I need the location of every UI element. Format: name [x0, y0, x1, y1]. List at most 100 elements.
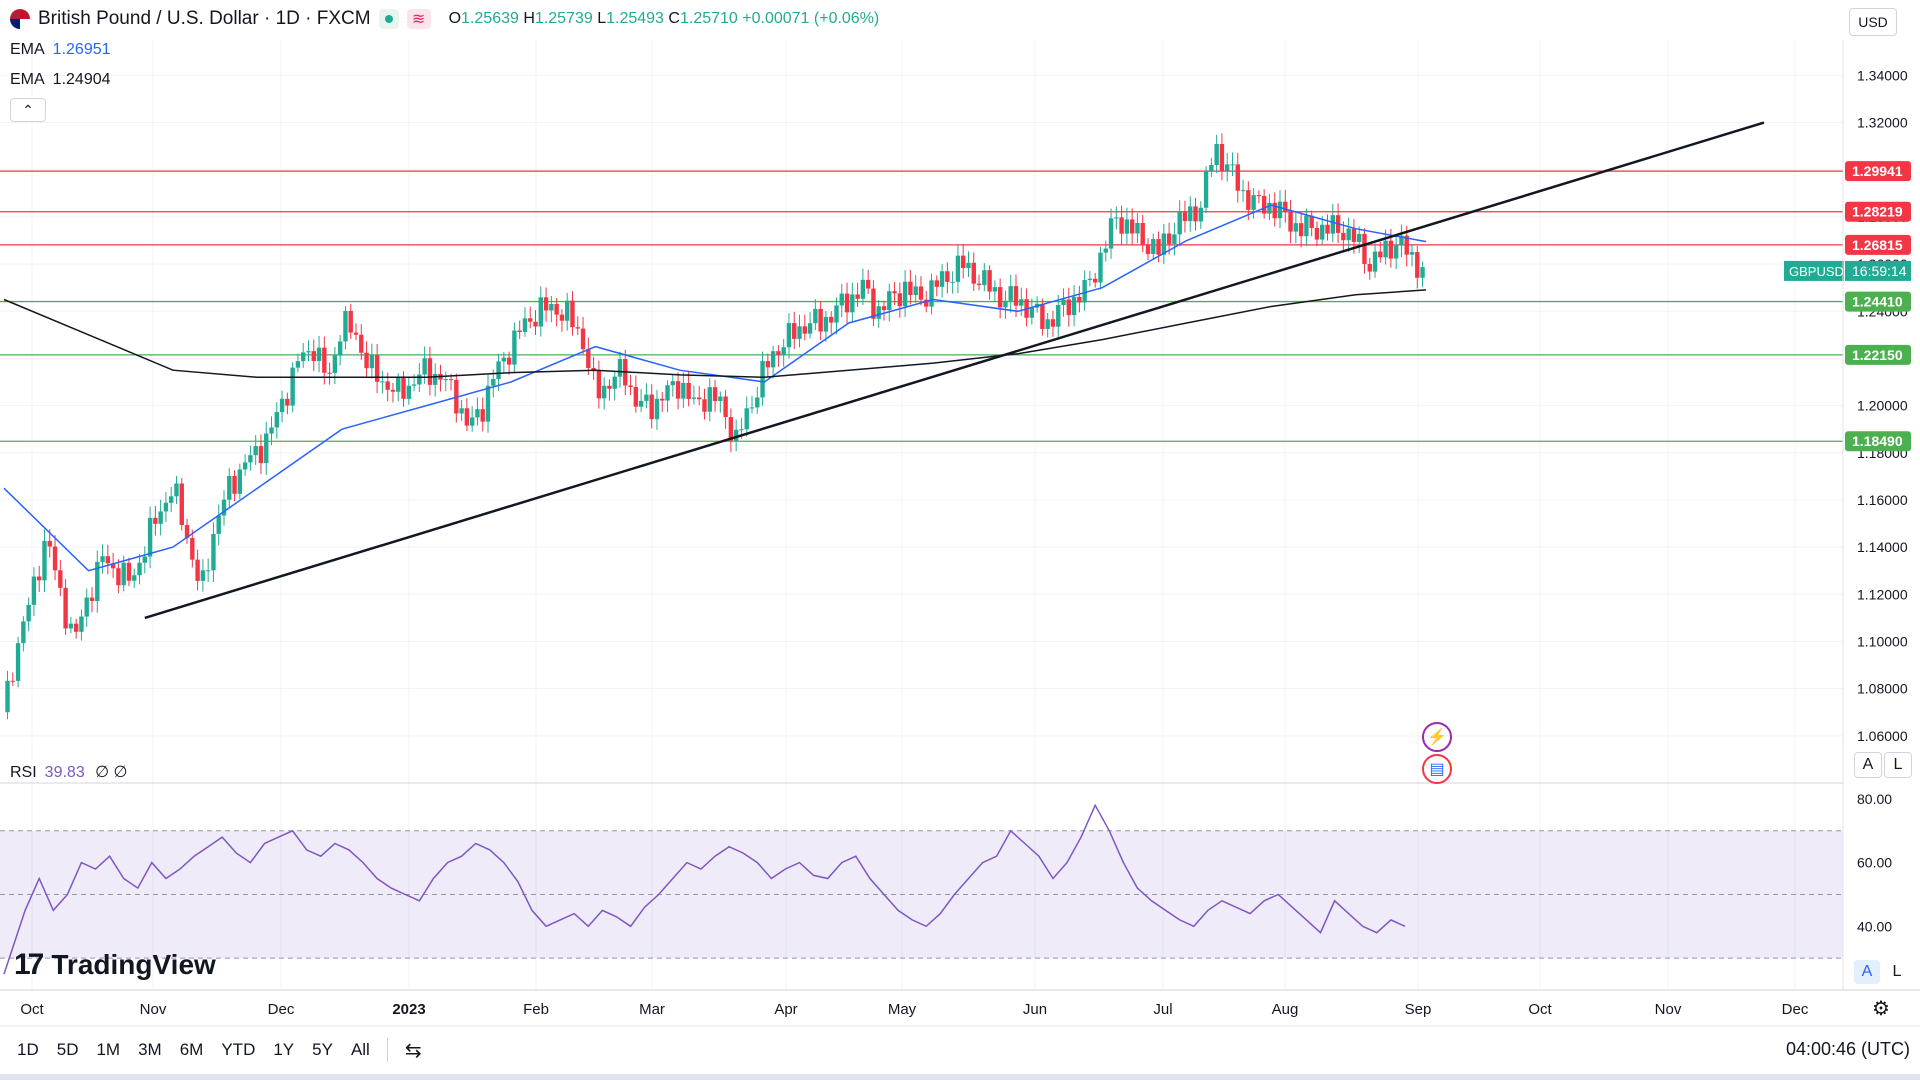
candle-body — [1151, 239, 1156, 254]
candle-body — [84, 597, 89, 617]
candle-body — [770, 351, 776, 368]
candle-body — [1357, 233, 1362, 242]
candle-body — [15, 643, 21, 681]
candle-body — [1230, 164, 1235, 166]
candle — [728, 408, 734, 453]
candle — [459, 399, 464, 421]
candle-body — [1209, 164, 1214, 172]
candle-body — [89, 597, 95, 602]
candle — [770, 345, 776, 379]
candle — [295, 353, 301, 373]
candle-body — [211, 533, 216, 571]
candle — [765, 353, 771, 378]
candle-body — [121, 562, 126, 586]
candle — [649, 384, 654, 429]
candle — [10, 672, 15, 686]
time-tick-label: May — [888, 1001, 917, 1018]
rsi-auto-scale-button[interactable]: A — [1854, 960, 1880, 984]
log-scale-button[interactable]: L — [1884, 752, 1912, 778]
candle-body — [195, 559, 200, 581]
auto-scale-button[interactable]: A — [1854, 752, 1882, 778]
candle — [84, 588, 89, 627]
candle-body — [264, 433, 269, 464]
candle — [586, 337, 591, 375]
candle-body — [670, 381, 675, 386]
currency-button[interactable]: USD — [1849, 8, 1897, 36]
candle — [1029, 298, 1035, 325]
candle-body — [865, 279, 871, 289]
currency-flag-icon — [10, 9, 30, 29]
candle — [348, 303, 353, 339]
range-6m[interactable]: 6M — [179, 1040, 204, 1059]
compare-icon[interactable]: ≋ — [406, 9, 431, 29]
candle — [554, 298, 559, 327]
price-tick-label: 1.06000 — [1857, 728, 1908, 744]
utc-clock[interactable]: 04:00:46 (UTC) — [1785, 1039, 1910, 1059]
tradingview-mark-icon: 17 — [14, 948, 44, 981]
candle-body — [792, 323, 797, 339]
rsi-legend[interactable]: RSI 39.83 ∅ ∅ — [10, 764, 128, 781]
candle — [438, 364, 443, 392]
candle-body — [575, 327, 580, 329]
range-3m[interactable]: 3M — [138, 1040, 162, 1059]
candle-body — [58, 570, 63, 588]
candle — [95, 550, 100, 613]
candle — [881, 300, 887, 321]
range-5d[interactable]: 5D — [56, 1040, 79, 1059]
market-status-icon[interactable] — [378, 9, 399, 29]
candle-body — [184, 524, 190, 539]
range-all[interactable]: All — [350, 1040, 370, 1059]
candle — [797, 314, 802, 348]
candle-body — [570, 300, 575, 328]
range-1d[interactable]: 1D — [17, 1040, 39, 1059]
candle — [237, 463, 243, 500]
candle — [718, 391, 723, 413]
lightning-icon[interactable]: ⚡ — [1422, 722, 1452, 752]
candle-body — [422, 358, 427, 375]
candle — [522, 307, 528, 337]
candle-body — [945, 271, 950, 282]
candle-body — [337, 341, 343, 356]
candle — [760, 351, 765, 406]
calendar-range-icon[interactable]: ⇆ — [404, 1039, 422, 1062]
range-1y[interactable]: 1Y — [273, 1040, 295, 1059]
time-tick-label: Oct — [1528, 1001, 1552, 1018]
candle — [939, 264, 945, 298]
collapse-legend-button[interactable]: ⌃ — [10, 98, 46, 122]
candle-body — [1372, 251, 1378, 272]
candle-body — [1019, 299, 1024, 306]
symbol-title[interactable]: British Pound / U.S. Dollar · 1D · FXCM — [38, 8, 371, 29]
candle-body — [1325, 224, 1330, 234]
candle — [364, 341, 369, 378]
rsi-log-scale-button[interactable]: L — [1892, 963, 1902, 980]
candle-body — [417, 374, 422, 385]
candle-body — [174, 483, 179, 497]
candle — [1145, 238, 1151, 260]
candle — [1214, 134, 1219, 173]
ema-fast-legend[interactable]: EMA 1.26951 — [10, 41, 111, 58]
candle-body — [707, 387, 712, 412]
tradingview-logo[interactable]: 17 TradingView — [14, 948, 216, 982]
ema-slow-legend[interactable]: EMA 1.24904 — [10, 71, 111, 88]
candle-body — [1304, 215, 1309, 237]
candle-body — [1124, 219, 1130, 234]
candle-body — [1415, 252, 1420, 278]
us-flag-event-icon[interactable]: ▤ — [1422, 754, 1452, 784]
candle-body — [1341, 232, 1346, 241]
price-tick-label: 1.14000 — [1857, 539, 1908, 555]
candle-body — [776, 351, 781, 356]
candle — [638, 389, 644, 413]
candle — [221, 490, 227, 526]
range-5y[interactable]: 5Y — [312, 1040, 333, 1059]
range-ytd[interactable]: YTD — [221, 1040, 256, 1059]
settings-gear-icon[interactable]: ⚙ — [1872, 997, 1890, 1020]
candle-body — [258, 446, 264, 464]
candle-body — [443, 379, 448, 381]
candle-body — [660, 398, 665, 401]
candle — [306, 340, 311, 362]
candle — [353, 323, 359, 340]
candle-body — [934, 280, 939, 287]
range-1m[interactable]: 1M — [96, 1040, 121, 1059]
candle-body — [153, 517, 158, 524]
